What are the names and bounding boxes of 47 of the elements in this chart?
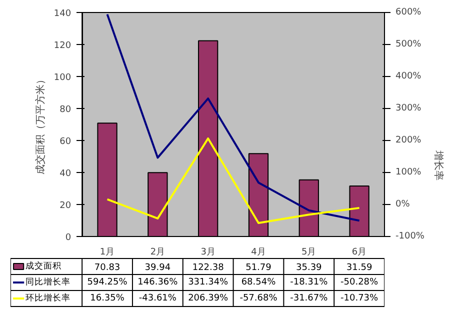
y2-tick-label: 600% [396,8,422,18]
data-label: -10.73% [340,294,379,304]
data-label: 206.39% [188,294,229,304]
data-label: -18.31% [290,278,328,288]
data-label: 51.79 [246,263,272,273]
data-label: 146.36% [138,278,178,288]
y-tick-label: 20 [60,201,72,211]
data-label: 331.34% [188,278,229,288]
y2-tick-label: 0% [396,200,410,210]
y2-axis-title: 增长率 [432,150,444,180]
legend-label: 成交面积 [26,260,62,272]
y-tick-label: 0 [65,233,72,243]
data-label: -31.67% [290,294,328,304]
data-label: 35.39 [296,263,322,273]
y-tick-label: 40 [60,169,72,179]
legend-label: 环比增长率 [26,292,71,304]
y-axis-title: 成交面积（万平方米） [34,74,46,174]
y2-tick-label: 400% [396,72,422,82]
legend-label: 同比增长率 [26,276,71,288]
y2-tick-label: 300% [396,104,422,114]
y2-tick-label: 500% [396,40,422,50]
line-series [106,13,360,222]
x-tick-label: 3月 [200,248,216,258]
data-label: 122.38 [192,263,224,273]
x-tick-label: 4月 [251,248,266,258]
data-label: 16.35% [90,294,125,304]
y2-tick-label: -100% [396,232,425,242]
x-tick-label: 6月 [352,248,367,258]
y-tick-label: 60 [60,137,72,147]
data-label: -43.61% [138,294,177,304]
y2-tick-label: 100% [396,168,422,178]
y-tick-label: 140 [54,9,72,19]
data-label: -50.28% [340,278,379,288]
x-tick-label: 1月 [100,248,115,258]
data-label: 31.59 [346,263,372,273]
line-series [106,137,360,224]
y-tick-label: 120 [54,41,72,51]
y-tick-label: 100 [54,73,72,83]
x-tick-label: 2月 [150,248,166,258]
y2-tick-label: 200% [396,136,422,146]
data-label: 594.25% [87,278,128,288]
data-label: -57.68% [240,294,278,304]
data-label: 70.83 [94,263,120,273]
y-tick-label: 80 [60,105,72,115]
data-label: 39.94 [144,263,171,273]
x-tick-label: 5月 [302,248,316,258]
data-label: 68.54% [241,278,276,288]
